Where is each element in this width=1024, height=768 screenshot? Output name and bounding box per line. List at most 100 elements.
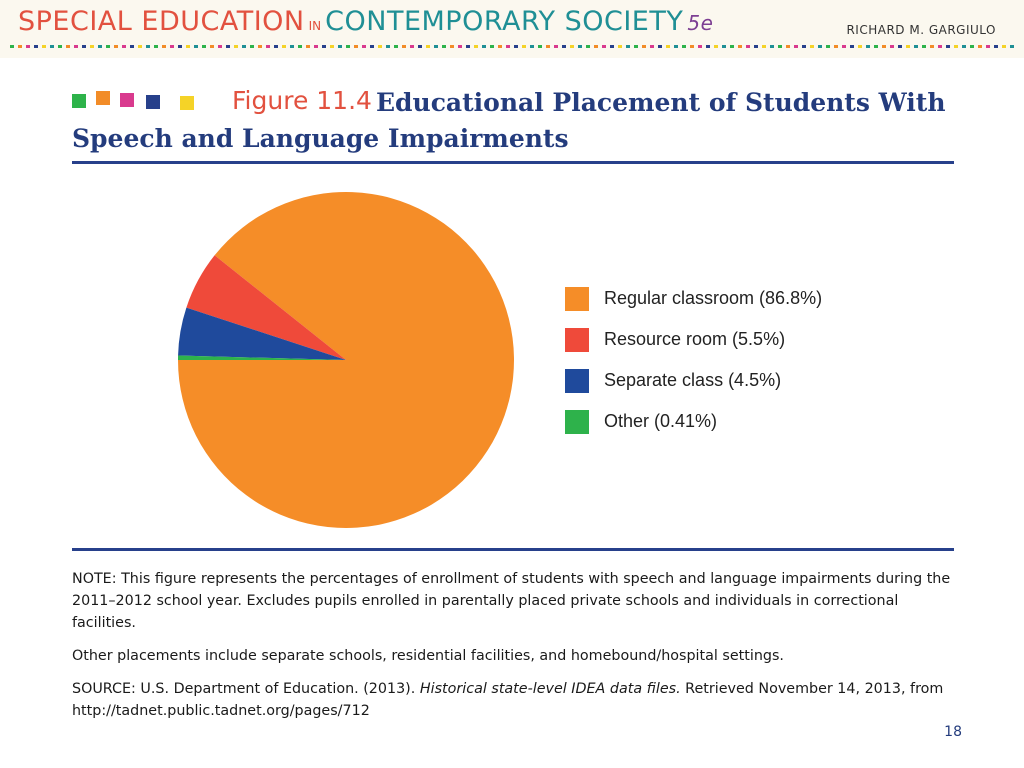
divider-dot — [770, 45, 774, 48]
book-title-in: IN — [308, 19, 322, 33]
divider-dot — [754, 45, 758, 48]
figure-notes: NOTE: This figure represents the percent… — [72, 568, 962, 733]
divider-dot — [290, 45, 294, 48]
divider-dot — [386, 45, 390, 48]
divider-dot — [922, 45, 926, 48]
legend-label-separate-class: Separate class (4.5%) — [604, 370, 782, 390]
divider-dot — [538, 45, 542, 48]
legend-swatch-resource-room — [565, 328, 589, 352]
divider-dot — [362, 45, 366, 48]
divider-dot — [130, 45, 134, 48]
divider-dot — [50, 45, 54, 48]
divider-dot — [586, 45, 590, 48]
source-text: SOURCE: U.S. Department of Education. (2… — [72, 678, 962, 722]
divider-dot — [842, 45, 846, 48]
divider-dot — [834, 45, 838, 48]
figure-title-line2: Speech and Language Impairments — [72, 124, 569, 153]
legend-label-regular-classroom: Regular classroom (86.8%) — [604, 288, 823, 308]
square-yellow — [180, 96, 194, 110]
divider-dot — [10, 45, 14, 48]
divider-dot — [906, 45, 910, 48]
divider-dot — [378, 45, 382, 48]
square-orange — [96, 91, 110, 105]
book-title: SPECIAL EDUCATION IN CONTEMPORARY SOCIETY 5… — [18, 6, 713, 37]
divider-dot — [658, 45, 662, 48]
divider-dot — [690, 45, 694, 48]
divider-dot — [882, 45, 886, 48]
divider-dot — [186, 45, 190, 48]
divider-dot — [42, 45, 46, 48]
divider-dot — [578, 45, 582, 48]
divider-dot — [162, 45, 166, 48]
divider-dot — [1002, 45, 1006, 48]
divider-dot — [602, 45, 606, 48]
divider-dot — [146, 45, 150, 48]
divider-dot — [98, 45, 102, 48]
divider-dot — [634, 45, 638, 48]
divider-dot — [434, 45, 438, 48]
dotted-divider — [10, 45, 1014, 48]
divider-dot — [82, 45, 86, 48]
divider-dot — [418, 45, 422, 48]
divider-dot — [994, 45, 998, 48]
other-placements-text: Other placements include separate school… — [72, 648, 784, 664]
divider-dot — [698, 45, 702, 48]
decorative-squares — [72, 90, 212, 112]
divider-dot — [298, 45, 302, 48]
divider-dot — [594, 45, 598, 48]
divider-dot — [826, 45, 830, 48]
legend-swatch-separate-class — [565, 369, 589, 393]
divider-dot — [370, 45, 374, 48]
book-author: RICHARD M. GARGIULO — [846, 23, 996, 37]
divider-dot — [722, 45, 726, 48]
divider-dot — [338, 45, 342, 48]
legend-swatch-other — [565, 410, 589, 434]
square-green — [72, 94, 86, 108]
divider-dot — [554, 45, 558, 48]
divider-dot — [546, 45, 550, 48]
divider-dot — [978, 45, 982, 48]
divider-dot — [706, 45, 710, 48]
divider-dot — [666, 45, 670, 48]
divider-dot — [138, 45, 142, 48]
page-number: 18 — [944, 724, 962, 740]
divider-dot — [954, 45, 958, 48]
divider-dot — [210, 45, 214, 48]
divider-dot — [266, 45, 270, 48]
divider-dot — [490, 45, 494, 48]
figure-title-line1: Educational Placement of Students With — [376, 88, 946, 117]
title-rule — [72, 161, 954, 164]
divider-dot — [642, 45, 646, 48]
divider-dot — [738, 45, 742, 48]
divider-dot — [242, 45, 246, 48]
divider-dot — [626, 45, 630, 48]
divider-dot — [682, 45, 686, 48]
divider-dot — [890, 45, 894, 48]
pie-chart — [178, 191, 514, 528]
divider-dot — [514, 45, 518, 48]
divider-dot — [354, 45, 358, 48]
divider-dot — [66, 45, 70, 48]
legend-swatch-regular-classroom — [565, 287, 589, 311]
square-pink — [120, 93, 134, 107]
divider-dot — [58, 45, 62, 48]
book-title-part2: CONTEMPORARY SOCIETY — [325, 6, 684, 37]
divider-dot — [250, 45, 254, 48]
divider-dot — [178, 45, 182, 48]
divider-dot — [946, 45, 950, 48]
divider-dot — [74, 45, 78, 48]
divider-dot — [914, 45, 918, 48]
divider-dot — [442, 45, 446, 48]
divider-dot — [898, 45, 902, 48]
divider-dot — [26, 45, 30, 48]
divider-dot — [106, 45, 110, 48]
divider-dot — [986, 45, 990, 48]
divider-dot — [34, 45, 38, 48]
divider-dot — [282, 45, 286, 48]
divider-dot — [482, 45, 486, 48]
divider-dot — [402, 45, 406, 48]
divider-dot — [498, 45, 502, 48]
divider-dot — [450, 45, 454, 48]
divider-dot — [314, 45, 318, 48]
divider-dot — [762, 45, 766, 48]
